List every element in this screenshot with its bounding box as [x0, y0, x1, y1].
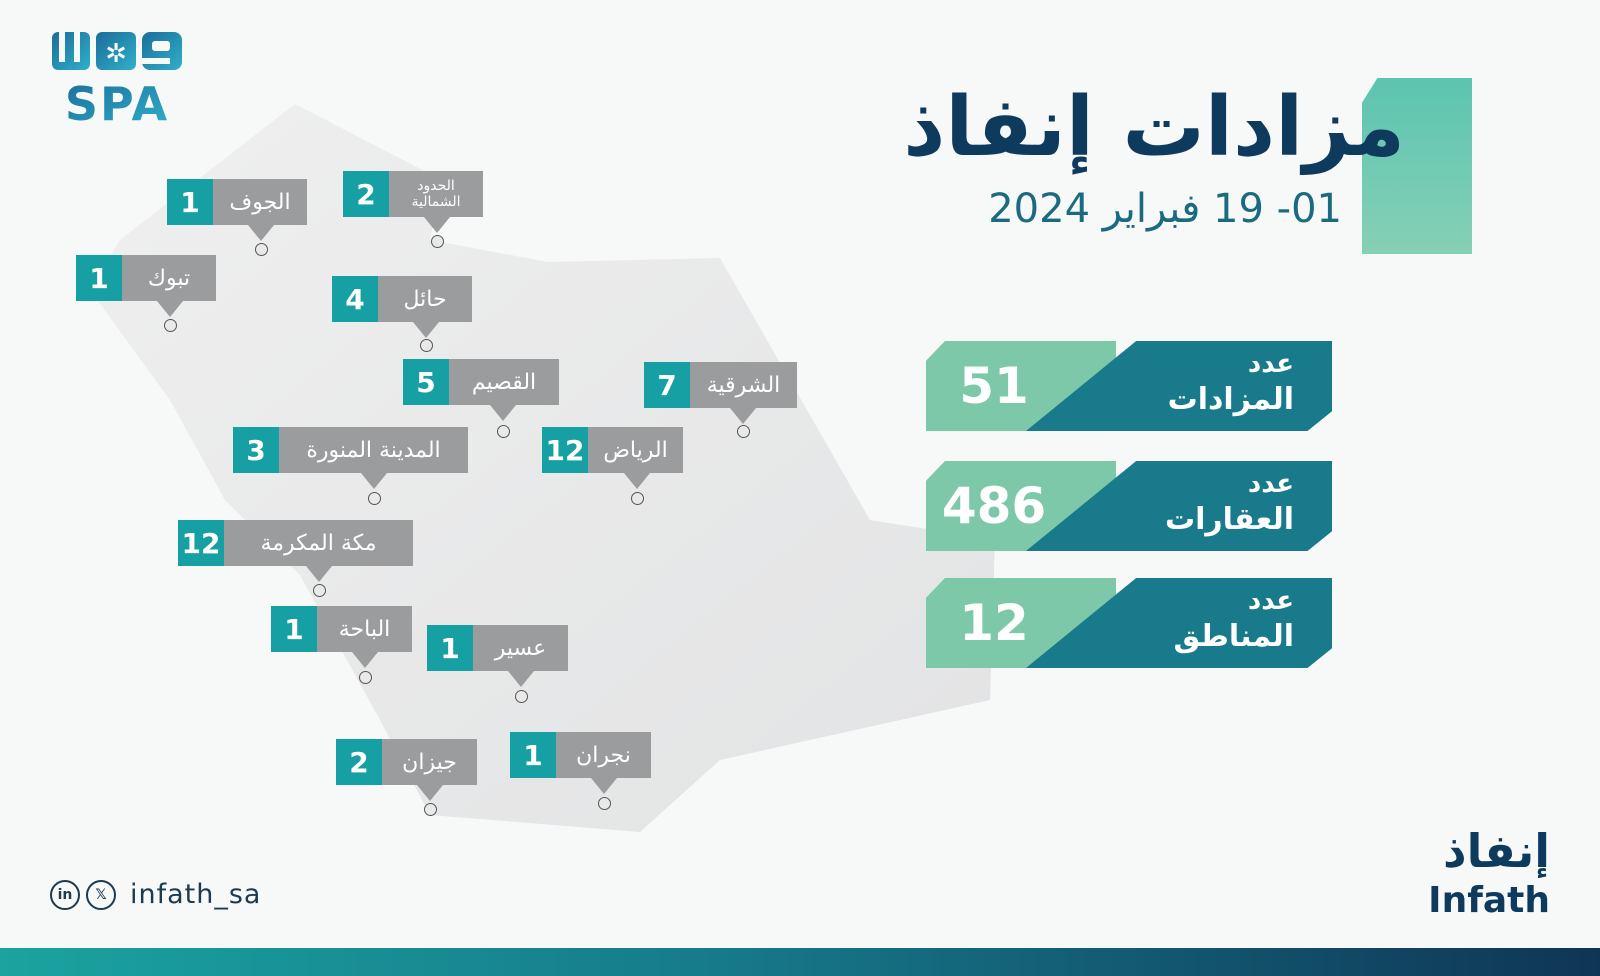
region-name: الباحة: [317, 606, 412, 652]
region-asir: 1 عسير: [427, 625, 568, 671]
page-title: مزادات إنفاذ: [903, 80, 1405, 175]
pointer: [248, 225, 274, 241]
stat-value: 12: [959, 594, 1029, 652]
region-madinah: 3 المدينة المنورة: [233, 427, 468, 473]
location-pin-icon: [420, 339, 433, 352]
region-eastern: 7 الشرقية: [644, 362, 797, 408]
location-pin-icon: [424, 803, 437, 816]
region-count: 1: [167, 179, 213, 225]
region-aljouf: 1 الجوف: [167, 179, 307, 225]
region-northern-borders: 2 الحدود الشمالية: [343, 171, 483, 217]
pointer: [361, 473, 387, 489]
bottom-gradient-bar: [0, 948, 1600, 976]
location-pin-icon: [515, 690, 528, 703]
region-count: 7: [644, 362, 690, 408]
svg-text:✲: ✲: [105, 39, 127, 69]
pointer: [508, 671, 534, 687]
region-name: القصيم: [449, 359, 559, 405]
region-name: تبوك: [122, 255, 216, 301]
region-count: 12: [542, 427, 588, 473]
pointer: [417, 785, 443, 801]
pointer: [424, 217, 450, 233]
infath-logo-english: Infath: [1428, 880, 1550, 921]
stat-value: 51: [959, 357, 1029, 415]
region-tabuk: 1 تبوك: [76, 255, 216, 301]
region-jazan: 2 جيزان: [336, 739, 477, 785]
infath-logo-arabic: إنفاذ: [1442, 824, 1550, 878]
location-pin-icon: [164, 319, 177, 332]
region-hail: 4 حائل: [332, 276, 472, 322]
region-name: الجوف: [213, 179, 307, 225]
stat-label-bottom: العقارات: [1164, 502, 1294, 537]
stat-label: عدد العقارات: [1165, 467, 1294, 539]
region-count: 2: [343, 171, 389, 217]
location-pin-icon: [255, 243, 268, 256]
stat-value: 486: [941, 477, 1047, 535]
region-name: الحدود الشمالية: [389, 171, 483, 217]
pointer: [490, 405, 516, 421]
region-count: 3: [233, 427, 279, 473]
region-count: 1: [427, 625, 473, 671]
location-pin-icon: [631, 492, 644, 505]
stat-label-top: عدد: [1247, 586, 1294, 616]
region-count: 5: [403, 359, 449, 405]
region-name: المدينة المنورة: [279, 427, 468, 473]
stat-label: عدد المناطق: [1174, 584, 1294, 656]
region-name: الشرقية: [690, 362, 797, 408]
region-name: جيزان: [382, 739, 477, 785]
social-handle[interactable]: infath_sa: [130, 879, 262, 910]
location-pin-icon: [313, 584, 326, 597]
region-najran: 1 نجران: [510, 732, 651, 778]
region-count: 12: [178, 520, 224, 566]
region-count: 1: [271, 606, 317, 652]
region-qassim: 5 القصيم: [403, 359, 559, 405]
region-count: 1: [76, 255, 122, 301]
pointer: [591, 778, 617, 794]
pointer: [624, 473, 650, 489]
date-range: 01- 19 فبراير 2024: [988, 186, 1342, 232]
pointer: [413, 322, 439, 338]
location-pin-icon: [737, 425, 750, 438]
region-count: 2: [336, 739, 382, 785]
region-name: مكة المكرمة: [224, 520, 413, 566]
stat-properties: 486 عدد العقارات: [926, 461, 1332, 551]
pointer: [157, 301, 183, 317]
pointer: [730, 408, 756, 424]
title-accent-shape: [1362, 78, 1472, 254]
stat-label: عدد المزادات: [1168, 347, 1294, 419]
region-name: الرياض: [588, 427, 683, 473]
region-count: 4: [332, 276, 378, 322]
location-pin-icon: [431, 235, 444, 248]
social-links: in 𝕏 infath_sa: [50, 879, 261, 910]
region-name: حائل: [378, 276, 472, 322]
linkedin-icon[interactable]: in: [50, 879, 80, 910]
pointer: [306, 566, 332, 582]
location-pin-icon: [359, 671, 372, 684]
stat-label-top: عدد: [1247, 469, 1294, 499]
region-name: نجران: [556, 732, 651, 778]
stat-label-bottom: المناطق: [1173, 619, 1294, 654]
svg-text:SPA: SPA: [65, 77, 169, 124]
region-count: 1: [510, 732, 556, 778]
spa-logo: ✲ SPA: [52, 32, 182, 124]
region-name: عسير: [473, 625, 568, 671]
location-pin-icon: [368, 492, 381, 505]
location-pin-icon: [598, 797, 611, 810]
region-makkah: 12 مكة المكرمة: [178, 520, 413, 566]
location-pin-icon: [497, 425, 510, 438]
pointer: [352, 652, 378, 668]
stat-label-bottom: المزادات: [1167, 382, 1294, 417]
stat-regions: 12 عدد المناطق: [926, 578, 1332, 668]
x-icon[interactable]: 𝕏: [86, 879, 116, 910]
region-riyadh: 12 الرياض: [542, 427, 683, 473]
region-albaha: 1 الباحة: [271, 606, 412, 652]
stat-label-top: عدد: [1247, 349, 1294, 379]
stat-auctions: 51 عدد المزادات: [926, 341, 1332, 431]
